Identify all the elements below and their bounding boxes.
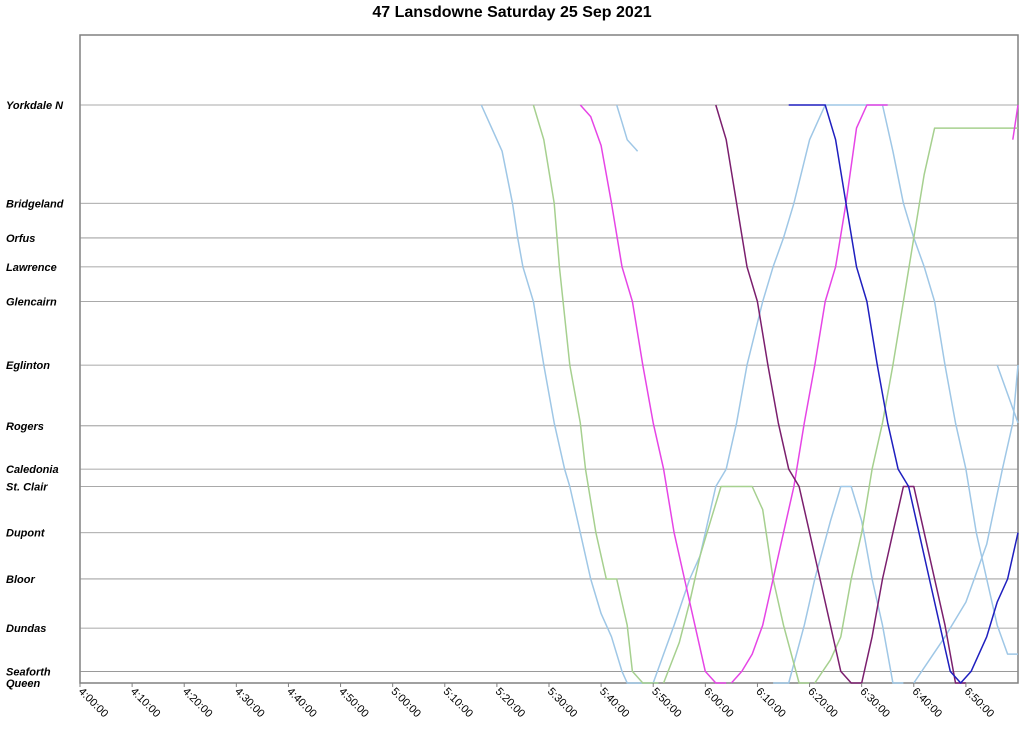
series-lines xyxy=(480,104,1019,684)
stop-label-7: Caledonia xyxy=(6,464,59,476)
stop-label-2: Orfus xyxy=(6,233,35,245)
stop-label-3: Lawrence xyxy=(6,262,57,274)
stop-label-13: Queen xyxy=(6,678,41,690)
x-tick-label-1: 4:10:00 xyxy=(128,686,162,720)
stop-label-10: Bloor xyxy=(6,574,35,586)
chart-title: 47 Lansdowne Saturday 25 Sep 2021 xyxy=(372,4,652,21)
x-tick-label-17: 6:50:00 xyxy=(962,686,996,720)
series-line-6 xyxy=(996,364,1019,424)
series-line-7 xyxy=(532,104,659,684)
stop-label-6: Rogers xyxy=(6,421,44,433)
series-line-2 xyxy=(652,104,888,684)
series-line-15 xyxy=(788,104,1019,684)
x-tick-label-7: 5:10:00 xyxy=(441,686,475,720)
x-tick-label-9: 5:30:00 xyxy=(545,686,579,720)
series-line-10 xyxy=(579,104,727,684)
series-line-12 xyxy=(1012,104,1019,140)
series-line-4 xyxy=(881,104,1018,655)
x-tick-label-10: 5:40:00 xyxy=(597,686,631,720)
x-tick-label-11: 5:50:00 xyxy=(649,686,683,720)
plot-area xyxy=(79,34,1019,684)
series-line-0 xyxy=(480,104,659,684)
x-tick-label-6: 5:00:00 xyxy=(389,686,423,720)
series-line-5 xyxy=(913,365,1019,684)
x-tick-label-15: 6:30:00 xyxy=(858,686,892,720)
stop-label-4: Glencairn xyxy=(6,297,57,309)
x-tick-label-12: 6:00:00 xyxy=(701,686,735,720)
x-tick-label-14: 6:20:00 xyxy=(805,686,839,720)
stop-labels: Yorkdale N Bridgeland Orfus Lawrence Glencai… xyxy=(6,100,64,690)
gridlines xyxy=(80,104,1018,672)
stop-label-8: St. Clair xyxy=(6,481,48,493)
x-tick-label-3: 4:30:00 xyxy=(232,686,266,720)
x-tick-label-13: 6:10:00 xyxy=(753,686,787,720)
series-line-1 xyxy=(615,104,639,152)
series-line-9 xyxy=(814,127,1018,684)
stop-label-9: Dupont xyxy=(6,528,46,540)
x-tick-label-5: 4:50:00 xyxy=(336,686,370,720)
series-line-14 xyxy=(860,485,966,684)
stop-label-1: Bridgeland xyxy=(6,198,64,210)
stop-label-11: Dundas xyxy=(6,623,46,635)
stop-label-0: Yorkdale N xyxy=(6,100,64,112)
x-tick-label-8: 5:20:00 xyxy=(493,686,527,720)
x-tick-label-16: 6:40:00 xyxy=(910,686,944,720)
x-tick-label-2: 4:20:00 xyxy=(180,686,214,720)
x-tick-label-0: 4:00:00 xyxy=(76,686,110,720)
series-line-11 xyxy=(730,104,888,684)
stop-label-12: Seaforth xyxy=(6,666,51,678)
series-line-13 xyxy=(715,104,862,684)
x-axis-ticks: 4:00:00 4:10:00 4:20:00 4:30:00 4:40:00 4:50:… xyxy=(76,683,996,720)
series-line-3 xyxy=(773,485,904,684)
stop-label-5: Eglinton xyxy=(6,360,50,372)
x-tick-label-4: 4:40:00 xyxy=(284,686,318,720)
